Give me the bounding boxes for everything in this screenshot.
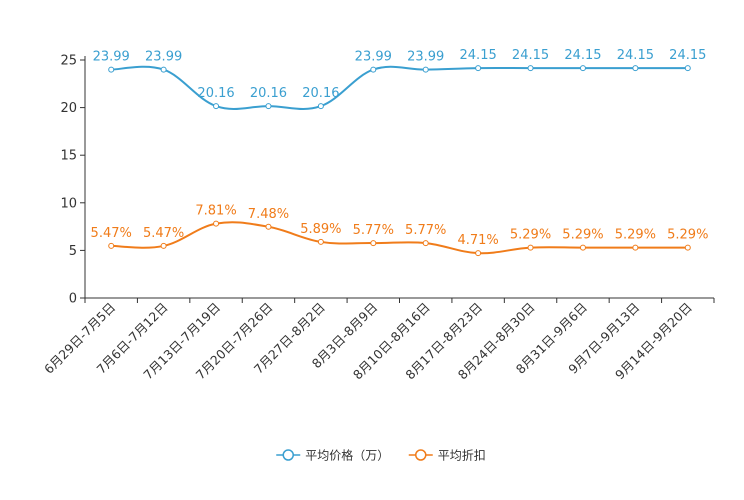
legend-label: 平均价格（万） [305,448,389,463]
data-label: 24.15 [669,48,706,63]
data-label: 20.16 [302,86,339,101]
y-tick-label: 0 [69,292,77,307]
data-label: 5.77% [405,223,446,238]
data-point [265,223,272,230]
data-point [632,65,639,72]
data-label: 5.47% [91,226,132,241]
data-point [213,220,220,227]
data-label: 7.81% [195,204,236,219]
data-label: 5.89% [300,222,341,237]
y-tick-label: 10 [60,196,77,211]
data-label: 5.47% [143,226,184,241]
y-tick-label: 5 [69,244,77,259]
data-label: 24.15 [512,48,549,63]
series-line [111,221,688,255]
data-point [370,240,377,247]
data-point [317,238,324,245]
data-point [475,250,482,257]
data-point [579,65,586,72]
data-label: 7.48% [248,207,289,222]
data-label: 23.99 [145,50,182,65]
data-label: 24.15 [564,48,601,63]
data-label: 24.15 [617,48,654,63]
legend-icon-marker [415,449,427,461]
data-label: 5.29% [510,228,551,243]
data-label: 24.15 [460,48,497,63]
legend-label: 平均折扣 [438,448,486,463]
data-label: 23.99 [355,50,392,65]
legend-icon-marker [282,449,294,461]
data-point [684,244,691,251]
y-tick-label: 25 [60,54,77,69]
data-point [108,242,115,249]
data-point [213,103,220,110]
data-point [527,244,534,251]
data-label: 20.16 [250,86,287,101]
data-point [108,66,115,73]
data-point [527,65,534,72]
data-point [160,66,167,73]
data-label: 20.16 [197,86,234,101]
data-point [422,240,429,247]
data-point [579,244,586,251]
y-tick-label: 20 [60,101,77,116]
data-point [370,66,377,73]
data-label: 23.99 [407,50,444,65]
data-point [265,103,272,110]
data-point [422,66,429,73]
data-label: 23.99 [93,50,130,65]
data-label: 5.29% [615,228,656,243]
data-point [475,65,482,72]
data-point [632,244,639,251]
data-point [684,65,691,72]
data-label: 5.77% [353,223,394,238]
data-point [160,242,167,249]
data-label: 5.29% [562,228,603,243]
data-point [317,103,324,110]
y-tick-label: 15 [60,149,77,164]
data-label: 4.71% [457,233,498,248]
data-label: 5.29% [667,228,708,243]
